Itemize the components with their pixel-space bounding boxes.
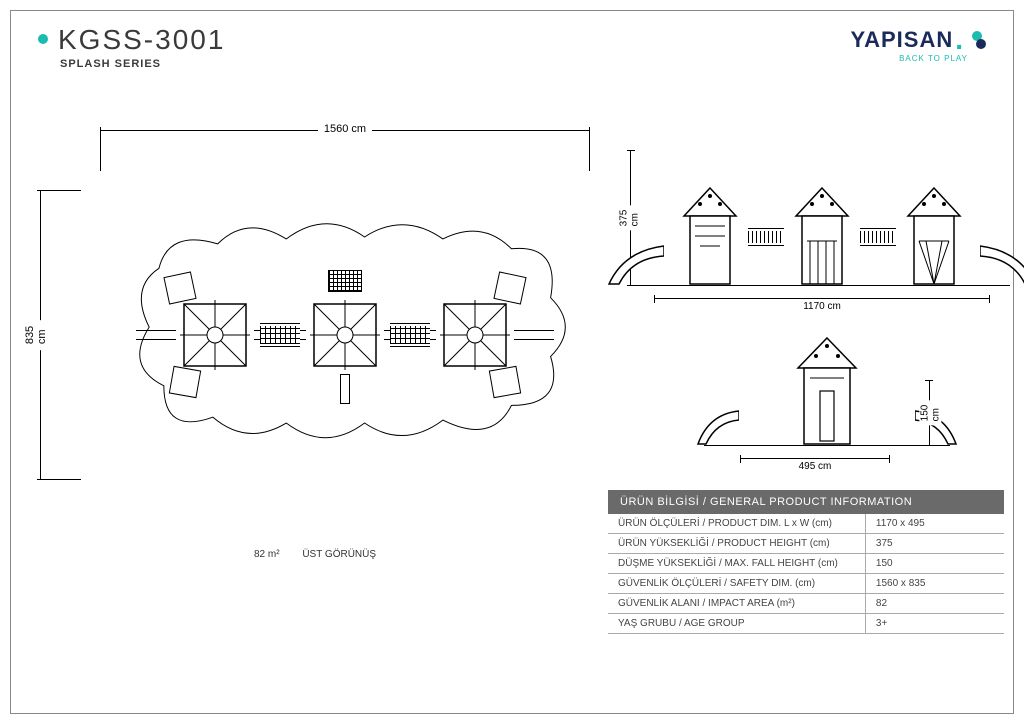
attachment-icon: [163, 271, 196, 304]
info-value: 1560 x 835: [865, 574, 1004, 594]
side-drawing: [724, 330, 930, 446]
brand-name: YAPISAN: [850, 27, 953, 53]
attachment-icon: [340, 374, 350, 404]
slide-left-icon: [604, 236, 664, 286]
info-label: ÜRÜN YÜKSEKLİĞİ / PRODUCT HEIGHT (cm): [608, 534, 865, 554]
slide-right-icon: [980, 236, 1024, 286]
dimension-side-height-label: 150 cm: [920, 401, 942, 426]
dimension-front-height-label: 375 cm: [618, 206, 640, 231]
bridge-1: [260, 323, 300, 347]
brand-logo: YAPISAN. BACK TO PLAY: [850, 24, 986, 63]
dimension-side-height: 150 cm: [929, 380, 930, 446]
dimension-height: 835 cm: [40, 190, 41, 480]
info-label: GÜVENLİK ÖLÇÜLERİ / SAFETY DIM. (cm): [608, 574, 865, 594]
dimension-side-width-label: 495 cm: [793, 461, 838, 472]
dimension-height-label: 835 cm: [24, 320, 48, 350]
product-code: KGSS-3001: [58, 24, 225, 56]
info-table: ÜRÜN ÖLÇÜLERİ / PRODUCT DIM. L x W (cm)1…: [608, 514, 1004, 634]
info-value: 1170 x 495: [865, 514, 1004, 534]
ground-line: [634, 285, 1010, 286]
info-label: DÜŞME YÜKSEKLİĞİ / MAX. FALL HEIGHT (cm): [608, 554, 865, 574]
info-value: 375: [865, 534, 1004, 554]
table-row: GÜVENLİK ÖLÇÜLERİ / SAFETY DIM. (cm)1560…: [608, 574, 1004, 594]
tower-1: [680, 186, 740, 286]
front-elevation: 375 cm 1170 cm: [630, 150, 990, 310]
product-info-panel: ÜRÜN BİLGİSİ / GENERAL PRODUCT INFORMATI…: [608, 490, 1004, 634]
tower-side: [792, 336, 862, 446]
module-3: [436, 296, 514, 374]
table-row: GÜVENLİK ALANI / IMPACT AREA (m²)82: [608, 594, 1004, 614]
view-name: ÜST GÖRÜNÜŞ: [302, 549, 376, 560]
info-value: 82: [865, 594, 1004, 614]
ground-line: [704, 445, 950, 446]
tower-3: [904, 186, 964, 286]
info-label: ÜRÜN ÖLÇÜLERİ / PRODUCT DIM. L x W (cm): [608, 514, 865, 534]
module-1: [176, 296, 254, 374]
attachment-icon: [328, 270, 362, 292]
brand-dot-icon: .: [955, 24, 964, 56]
table-row: DÜŞME YÜKSEKLİĞİ / MAX. FALL HEIGHT (cm)…: [608, 554, 1004, 574]
logo-mark-icon: [968, 31, 986, 49]
table-row: ÜRÜN ÖLÇÜLERİ / PRODUCT DIM. L x W (cm)1…: [608, 514, 1004, 534]
info-label: GÜVENLİK ALANI / IMPACT AREA (m²): [608, 594, 865, 614]
area-label: 82 m²: [254, 549, 280, 560]
dimension-side-width: 495 cm: [740, 458, 890, 470]
bullet-icon: [38, 34, 48, 44]
attachment-icon: [489, 366, 521, 398]
module-row: [176, 296, 514, 374]
side-elevation: 150 cm 495 cm: [700, 330, 930, 470]
info-value: 150: [865, 554, 1004, 574]
attachment-icon: [169, 366, 201, 398]
dimension-width: 1560 cm: [100, 130, 590, 143]
info-label: YAŞ GRUBU / AGE GROUP: [608, 614, 865, 634]
front-drawing: [654, 150, 990, 286]
table-row: YAŞ GRUBU / AGE GROUP3+: [608, 614, 1004, 634]
bridge-2: [390, 323, 430, 347]
top-view-caption: 82 m² ÜST GÖRÜNÜŞ: [40, 549, 590, 560]
info-value: 3+: [865, 614, 1004, 634]
tower-2: [792, 186, 852, 286]
top-view-drawing: 1560 cm 835 cm: [40, 150, 590, 520]
plan-drawing: [100, 180, 590, 490]
title-block: KGSS-3001 SPLASH SERIES: [38, 24, 225, 70]
bridge-front-1: [748, 228, 784, 246]
attachment-icon: [493, 271, 526, 304]
dimension-front-width: 1170 cm: [654, 298, 990, 310]
table-row: ÜRÜN YÜKSEKLİĞİ / PRODUCT HEIGHT (cm)375: [608, 534, 1004, 554]
slide-left-icon: [694, 396, 739, 446]
series-name: SPLASH SERIES: [60, 58, 225, 70]
module-2: [306, 296, 384, 374]
dimension-front-width-label: 1170 cm: [797, 301, 847, 312]
header: KGSS-3001 SPLASH SERIES YAPISAN. BACK TO…: [38, 24, 986, 70]
info-header: ÜRÜN BİLGİSİ / GENERAL PRODUCT INFORMATI…: [608, 490, 1004, 514]
dimension-width-label: 1560 cm: [318, 123, 372, 135]
bridge-front-2: [860, 228, 896, 246]
